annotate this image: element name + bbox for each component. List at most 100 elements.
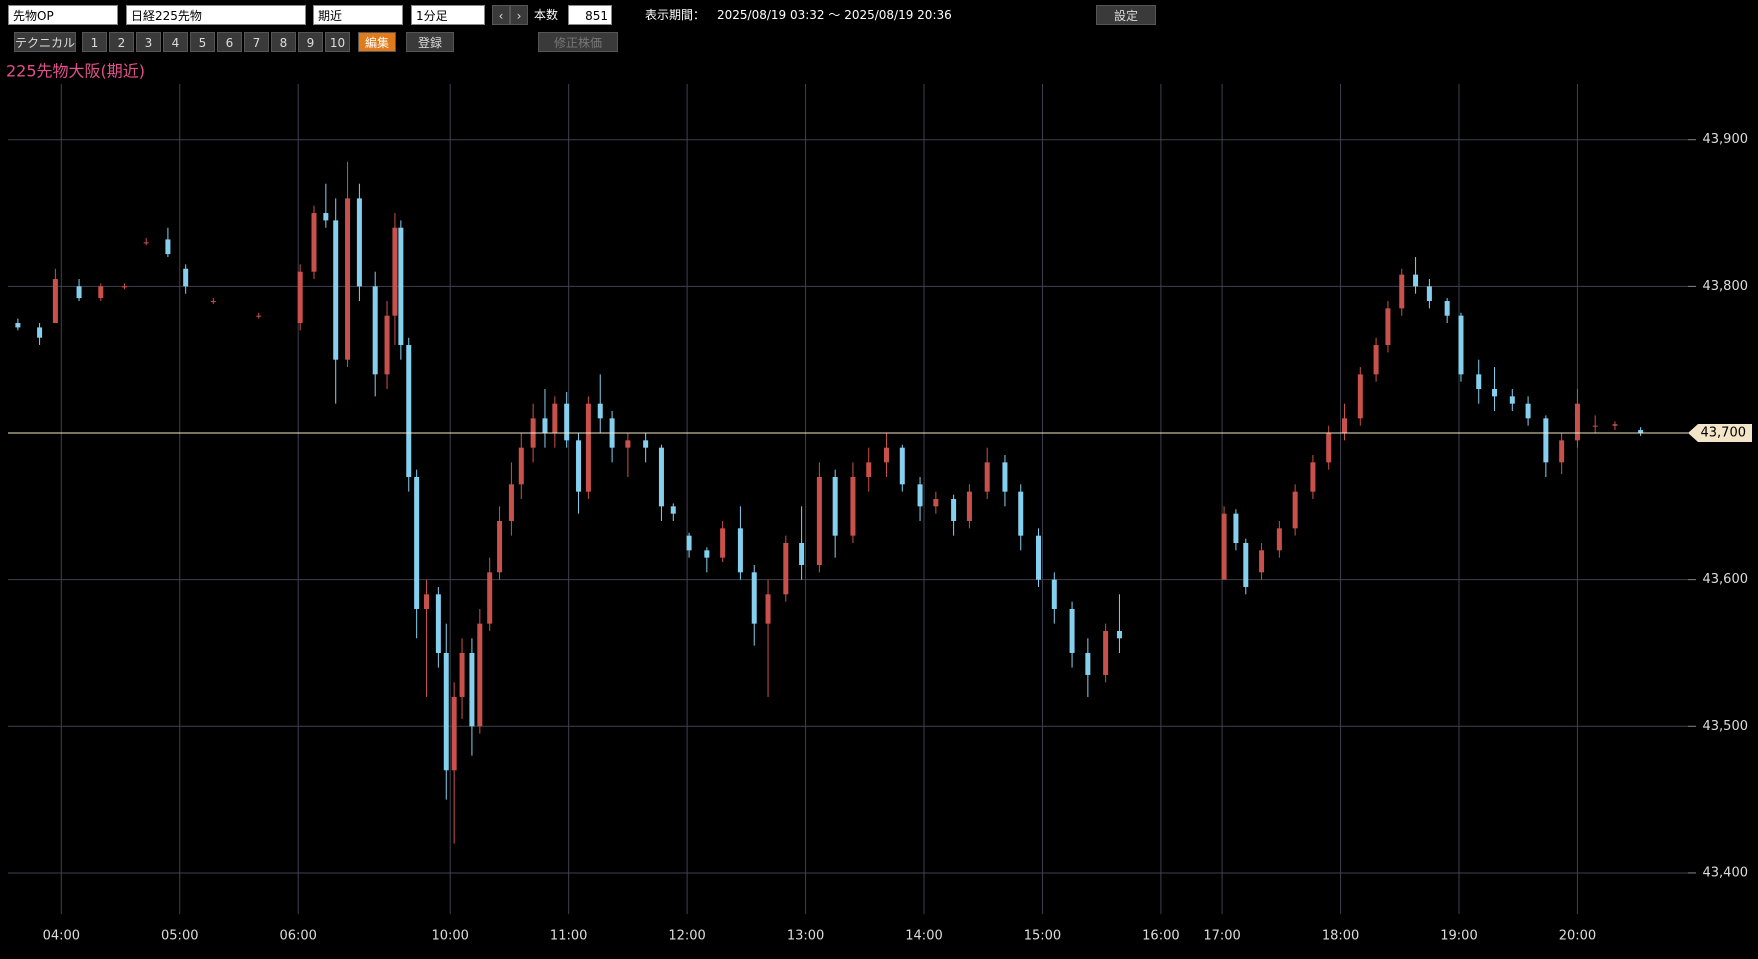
candle-body [737,528,743,573]
x-tick-label: 16:00 [1142,929,1179,944]
candle-body [1509,396,1515,404]
chart-title: 225先物大阪(期近) [6,62,145,81]
x-tick-label: 19:00 [1440,929,1477,944]
candle-body [866,462,872,478]
candle-body [1612,424,1618,426]
candle-body [530,418,536,448]
candle-body [542,418,548,434]
candle-body [477,623,483,727]
x-tick-label: 15:00 [1024,929,1061,944]
candle-body [816,477,822,565]
x-tick-label: 10:00 [431,929,468,944]
preset-button[interactable]: 2 [109,32,134,52]
preset-button[interactable]: 7 [244,32,269,52]
candle-body [670,506,676,514]
candle-body [1525,403,1531,419]
candle-body [459,652,465,697]
x-tick-label: 06:00 [279,929,316,944]
candle-body [783,542,789,595]
candle-body [1357,374,1363,419]
candle-body [372,286,378,375]
prev-button[interactable]: ‹ [492,5,510,25]
settings-button[interactable]: 設定 [1096,5,1156,25]
next-button[interactable]: › [510,5,528,25]
candle-body [143,242,149,244]
candle-body [414,477,420,609]
candle-body [720,528,726,558]
interval-select[interactable]: 1分足 [411,5,485,25]
candle-body [1310,462,1316,492]
candle-body [1574,403,1580,441]
candle-body [443,652,449,771]
candle-body [643,440,649,448]
preset-button[interactable]: 6 [217,32,242,52]
candle-body [1036,535,1042,580]
candle-body [165,239,171,255]
candle-body [1002,462,1008,492]
y-tick-label: 43,700 [1703,426,1749,441]
x-tick-label: 12:00 [668,929,705,944]
contract-select[interactable]: 期近 [313,5,403,25]
candle-body [1292,491,1298,529]
candle-body [311,213,317,272]
candle-body [210,301,216,303]
candle-body [398,227,404,346]
x-tick-label: 18:00 [1322,929,1359,944]
candle-body [984,462,990,492]
candle-body [899,447,905,485]
preset-button[interactable]: 9 [298,32,323,52]
x-tick-label: 13:00 [787,929,824,944]
candle-body [451,696,457,771]
candle-body [406,345,412,478]
candle-body [1085,652,1091,675]
candle-body [1559,440,1565,463]
candle-body [933,499,939,507]
preset-button[interactable]: 5 [190,32,215,52]
candle-body [625,440,631,448]
preset-button[interactable]: 8 [271,32,296,52]
candle-body [1413,274,1419,287]
candle-body [1221,513,1227,580]
x-tick-label: 05:00 [161,929,198,944]
candle-body [917,484,923,507]
candle-body [850,477,856,536]
candle-body [1444,301,1450,316]
y-tick-label: 43,900 [1703,132,1749,147]
technical-button[interactable]: テクニカル [14,32,76,52]
x-tick-label: 14:00 [905,929,942,944]
candle-body [552,403,558,434]
candle-body [487,572,493,624]
y-tick-label: 43,400 [1703,865,1749,880]
candle-body [1476,374,1482,390]
candle-body [183,268,189,287]
candle-body [52,279,58,324]
candle-body [1458,315,1464,375]
period-label: 表示期間： [645,8,706,22]
candle-body [15,323,21,328]
count-label: 本数 [534,8,559,22]
candle-body [1116,630,1122,639]
edit-button[interactable]: 編集 [358,32,396,52]
x-tick-label: 20:00 [1559,929,1596,944]
candle-body [1018,491,1024,536]
candle-body [765,594,771,624]
candle-body [1326,433,1332,463]
preset-button[interactable]: 4 [163,32,188,52]
candle-body [1103,630,1109,675]
candle-body [658,447,664,507]
market-select[interactable]: 先物OP [8,5,118,25]
candle-body [518,447,524,485]
register-button[interactable]: 登録 [406,32,454,52]
preset-button[interactable]: 10 [325,32,350,52]
candle-body [1543,418,1549,463]
preset-button[interactable]: 3 [136,32,161,52]
candle-body [76,286,82,299]
candle-body [98,286,104,299]
adjusted-button[interactable]: 修正株価 [538,32,618,52]
preset-button[interactable]: 1 [82,32,107,52]
candle-body [799,542,805,565]
count-input[interactable]: 851 [568,5,612,25]
candle-body [497,520,503,573]
symbol-select[interactable]: 日経225先物 [126,5,306,25]
